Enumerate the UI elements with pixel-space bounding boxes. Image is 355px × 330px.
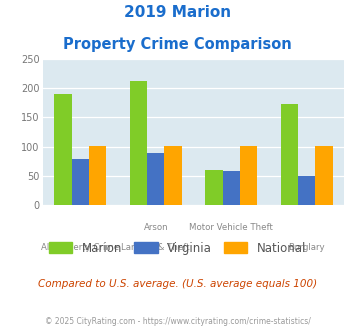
Bar bbox=[298, 176, 315, 205]
Bar bbox=[164, 146, 182, 205]
Bar bbox=[147, 153, 164, 205]
Bar bbox=[240, 146, 257, 205]
Bar bbox=[205, 170, 223, 205]
Bar bbox=[54, 94, 72, 205]
Text: 2019 Marion: 2019 Marion bbox=[124, 5, 231, 20]
Legend: Marion, Virginia, National: Marion, Virginia, National bbox=[44, 237, 311, 259]
Text: Arson: Arson bbox=[143, 223, 168, 232]
Bar bbox=[315, 146, 333, 205]
Text: © 2025 CityRating.com - https://www.cityrating.com/crime-statistics/: © 2025 CityRating.com - https://www.city… bbox=[45, 317, 310, 326]
Text: Property Crime Comparison: Property Crime Comparison bbox=[63, 37, 292, 52]
Bar bbox=[280, 104, 298, 205]
Text: Motor Vehicle Theft: Motor Vehicle Theft bbox=[189, 223, 273, 232]
Bar bbox=[89, 146, 106, 205]
Text: All Property Crime: All Property Crime bbox=[41, 243, 119, 251]
Text: Larceny & Theft: Larceny & Theft bbox=[121, 243, 190, 251]
Bar bbox=[130, 81, 147, 205]
Bar bbox=[223, 172, 240, 205]
Text: Compared to U.S. average. (U.S. average equals 100): Compared to U.S. average. (U.S. average … bbox=[38, 279, 317, 289]
Bar bbox=[72, 159, 89, 205]
Text: Burglary: Burglary bbox=[288, 243, 325, 251]
